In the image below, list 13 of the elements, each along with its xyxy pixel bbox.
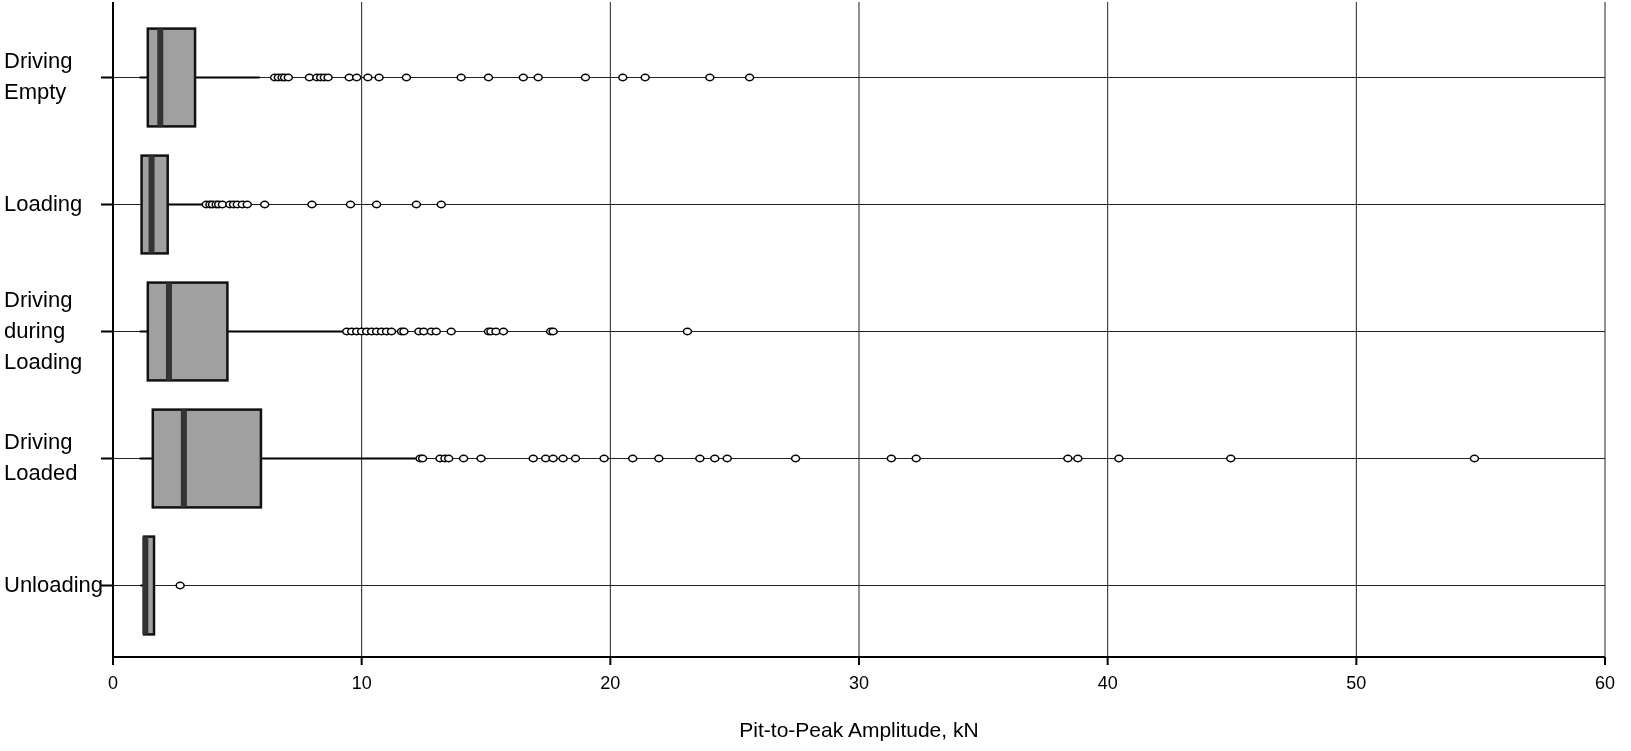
y-tick-label: Loading: [4, 190, 83, 216]
x-tick-label: 60: [1594, 673, 1616, 693]
x-axis-title: Pit-to-Peak Amplitude, kN: [739, 718, 979, 741]
x-tick-label: 10: [351, 673, 372, 693]
x-tick-label: 50: [1346, 673, 1367, 693]
x-tick-label: 30: [848, 673, 870, 693]
x-tick-label: 40: [1097, 673, 1118, 693]
y-tick-label: Driving Empty: [4, 47, 73, 104]
x-tick-label: 20: [600, 673, 621, 693]
y-tick-label: Unloading: [4, 571, 104, 597]
x-tick-label: 0: [107, 673, 119, 693]
y-tick-label: Driving Loaded: [4, 428, 78, 485]
y-tick-label: Driving during Loading: [4, 286, 83, 374]
